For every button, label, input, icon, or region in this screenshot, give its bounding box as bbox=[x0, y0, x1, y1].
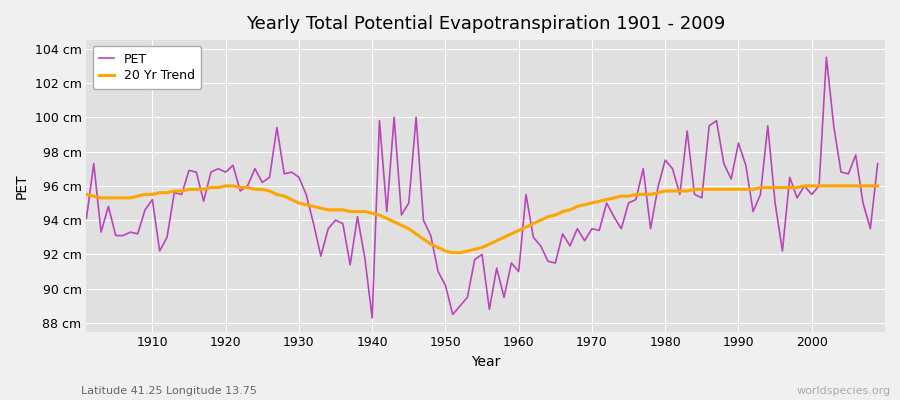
20 Yr Trend bbox=[447, 250, 458, 255]
20 Yr Trend bbox=[528, 221, 539, 226]
20 Yr Trend bbox=[220, 184, 231, 188]
20 Yr Trend bbox=[520, 224, 531, 229]
PET bbox=[821, 55, 832, 60]
X-axis label: Year: Year bbox=[471, 355, 500, 369]
PET bbox=[345, 262, 356, 267]
PET bbox=[520, 192, 531, 197]
Text: Latitude 41.25 Longitude 13.75: Latitude 41.25 Longitude 13.75 bbox=[81, 386, 256, 396]
20 Yr Trend bbox=[140, 192, 150, 197]
20 Yr Trend bbox=[616, 194, 626, 198]
Line: PET: PET bbox=[86, 57, 878, 318]
PET bbox=[872, 161, 883, 166]
PET bbox=[366, 316, 377, 320]
Text: worldspecies.org: worldspecies.org bbox=[796, 386, 891, 396]
PET bbox=[81, 216, 92, 221]
PET bbox=[301, 192, 311, 197]
20 Yr Trend bbox=[872, 184, 883, 188]
20 Yr Trend bbox=[352, 209, 363, 214]
PET bbox=[513, 269, 524, 274]
Title: Yearly Total Potential Evapotranspiration 1901 - 2009: Yearly Total Potential Evapotranspiratio… bbox=[246, 15, 725, 33]
PET bbox=[608, 214, 619, 219]
Legend: PET, 20 Yr Trend: PET, 20 Yr Trend bbox=[93, 46, 202, 89]
Y-axis label: PET: PET bbox=[15, 173, 29, 199]
Line: 20 Yr Trend: 20 Yr Trend bbox=[86, 186, 878, 253]
PET bbox=[140, 208, 150, 212]
20 Yr Trend bbox=[308, 204, 319, 209]
20 Yr Trend bbox=[81, 192, 92, 197]
